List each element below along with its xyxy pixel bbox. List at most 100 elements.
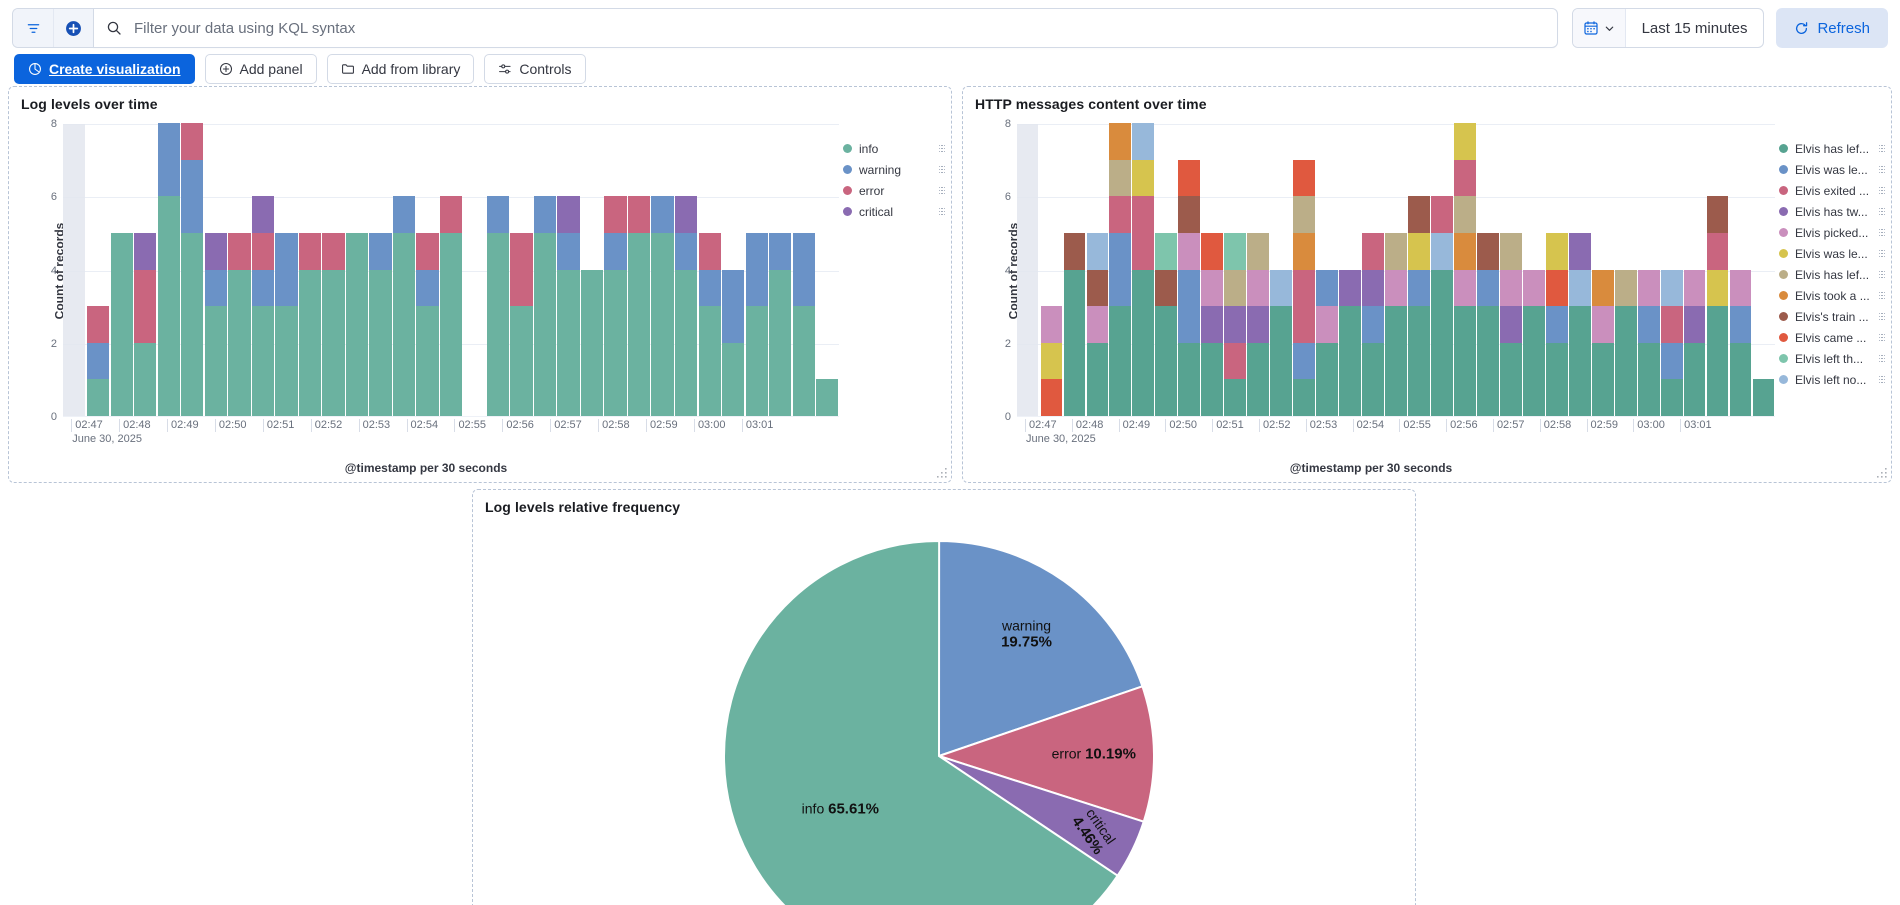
bar-stack[interactable] [1752, 123, 1775, 416]
bar-segment[interactable] [1132, 196, 1155, 270]
filter-icon-button[interactable] [13, 9, 53, 47]
legend-item[interactable]: warning [843, 159, 947, 180]
bar-segment[interactable] [1545, 232, 1568, 270]
bar-segment[interactable] [416, 269, 439, 307]
bar-stack[interactable] [1201, 123, 1224, 416]
legend-actions-icon[interactable] [1877, 164, 1887, 176]
chart-log-levels-over-time[interactable]: Count of records 0 2 4 6 8 02:47 02:48 02:49 02:5… [9, 114, 843, 482]
bar-segment[interactable] [722, 342, 745, 416]
bar-stack[interactable] [627, 123, 651, 416]
bar-segment[interactable] [1132, 269, 1155, 416]
bar-segment[interactable] [627, 196, 651, 233]
bar-stack[interactable] [486, 123, 510, 416]
bar-segment[interactable] [769, 232, 792, 270]
bar-segment[interactable] [651, 232, 674, 416]
legend-item[interactable]: info [843, 138, 947, 159]
bar-stack[interactable] [1431, 123, 1453, 416]
bar-segment[interactable] [251, 269, 275, 307]
bar-segment[interactable] [1316, 269, 1338, 307]
bar-segment[interactable] [1224, 269, 1247, 307]
bar-segment[interactable] [1637, 269, 1660, 307]
bar-segment[interactable] [510, 232, 533, 307]
bar-segment[interactable] [1454, 269, 1476, 307]
bar-segment[interactable] [1660, 269, 1683, 307]
chart-http-messages-content-over-time[interactable]: Count of records 0 2 4 6 8 02:47 02:48 02:49 02:5… [963, 114, 1779, 482]
bar-segment[interactable] [1247, 269, 1270, 307]
legend-actions-icon[interactable] [1877, 143, 1887, 155]
bar-segment[interactable] [604, 232, 627, 270]
bar-segment[interactable] [1201, 342, 1224, 416]
bar-stack[interactable] [345, 123, 369, 416]
bar-segment[interactable] [1522, 306, 1545, 416]
panel-log-levels-over-time[interactable]: Log levels over time Count of records 0 2 4… [8, 86, 952, 483]
legend-actions-icon[interactable] [1877, 290, 1887, 302]
bar-segment[interactable] [1431, 269, 1453, 416]
bar-segment[interactable] [1454, 306, 1476, 416]
bar-segment[interactable] [745, 306, 768, 416]
bar-segment[interactable] [1224, 232, 1247, 270]
bar-stack[interactable] [1040, 123, 1063, 416]
legend-actions-icon[interactable] [1877, 374, 1887, 386]
bar-stack[interactable] [533, 123, 557, 416]
bar-segment[interactable] [1683, 269, 1706, 307]
bar-segment[interactable] [87, 342, 110, 380]
bar-stack[interactable] [1224, 123, 1247, 416]
legend-actions-icon[interactable] [1877, 185, 1887, 197]
bar-segment[interactable] [1522, 269, 1545, 307]
bar-segment[interactable] [1454, 232, 1476, 270]
bar-segment[interactable] [1293, 379, 1315, 416]
bar-segment[interactable] [1660, 379, 1683, 416]
bar-segment[interactable] [1385, 306, 1407, 416]
bar-segment[interactable] [416, 232, 439, 270]
bar-segment[interactable] [1545, 342, 1568, 416]
legend-actions-icon[interactable] [937, 164, 947, 176]
bar-segment[interactable] [87, 306, 110, 343]
bar-stack[interactable] [1591, 123, 1614, 416]
bar-segment[interactable] [557, 269, 580, 416]
bar-segment[interactable] [1637, 342, 1660, 416]
add-filter-button[interactable] [53, 9, 93, 47]
bar-stack[interactable] [1545, 123, 1568, 416]
bar-segment[interactable] [1270, 269, 1293, 307]
bar-segment[interactable] [1568, 306, 1591, 416]
bar-segment[interactable] [204, 232, 227, 270]
bar-segment[interactable] [1614, 269, 1637, 307]
pie-slice[interactable] [935, 685, 1155, 823]
bar-segment[interactable] [275, 306, 298, 416]
legend-item[interactable]: Elvis's train ... [1779, 306, 1887, 327]
bar-segment[interactable] [1545, 269, 1568, 307]
bar-stack[interactable] [1362, 123, 1384, 416]
bar-segment[interactable] [369, 269, 392, 416]
bar-segment[interactable] [1109, 123, 1132, 160]
bar-segment[interactable] [1614, 306, 1637, 416]
bar-segment[interactable] [322, 269, 345, 416]
bar-segment[interactable] [1591, 306, 1614, 343]
bar-segment[interactable] [1637, 306, 1660, 343]
search-input[interactable] [132, 18, 1545, 38]
bar-segment[interactable] [1178, 159, 1201, 197]
bar-segment[interactable] [1316, 342, 1338, 416]
bar-stack[interactable] [369, 123, 392, 416]
bar-segment[interactable] [1040, 379, 1063, 416]
bar-segment[interactable] [651, 196, 674, 233]
bar-segment[interactable] [1132, 123, 1155, 160]
bar-segment[interactable] [1683, 342, 1706, 416]
bar-segment[interactable] [181, 123, 204, 160]
bar-segment[interactable] [298, 269, 322, 416]
bar-segment[interactable] [816, 379, 839, 416]
bar-segment[interactable] [1201, 232, 1224, 270]
bar-segment[interactable] [769, 269, 792, 416]
bar-stack[interactable] [322, 123, 345, 416]
bar-stack[interactable] [87, 123, 110, 416]
bar-segment[interactable] [1224, 306, 1247, 343]
legend-item[interactable]: Elvis took a ... [1779, 285, 1887, 306]
bar-stack[interactable] [1270, 123, 1293, 416]
panel-log-levels-relative-frequency[interactable]: Log levels relative frequency warning 19.… [472, 489, 1416, 905]
bar-segment[interactable] [580, 269, 604, 416]
bar-segment[interactable] [1454, 196, 1476, 233]
bar-segment[interactable] [204, 269, 227, 307]
bar-segment[interactable] [1660, 306, 1683, 343]
bar-segment[interactable] [1431, 232, 1453, 270]
bar-segment[interactable] [698, 232, 721, 270]
bar-segment[interactable] [1178, 232, 1201, 270]
